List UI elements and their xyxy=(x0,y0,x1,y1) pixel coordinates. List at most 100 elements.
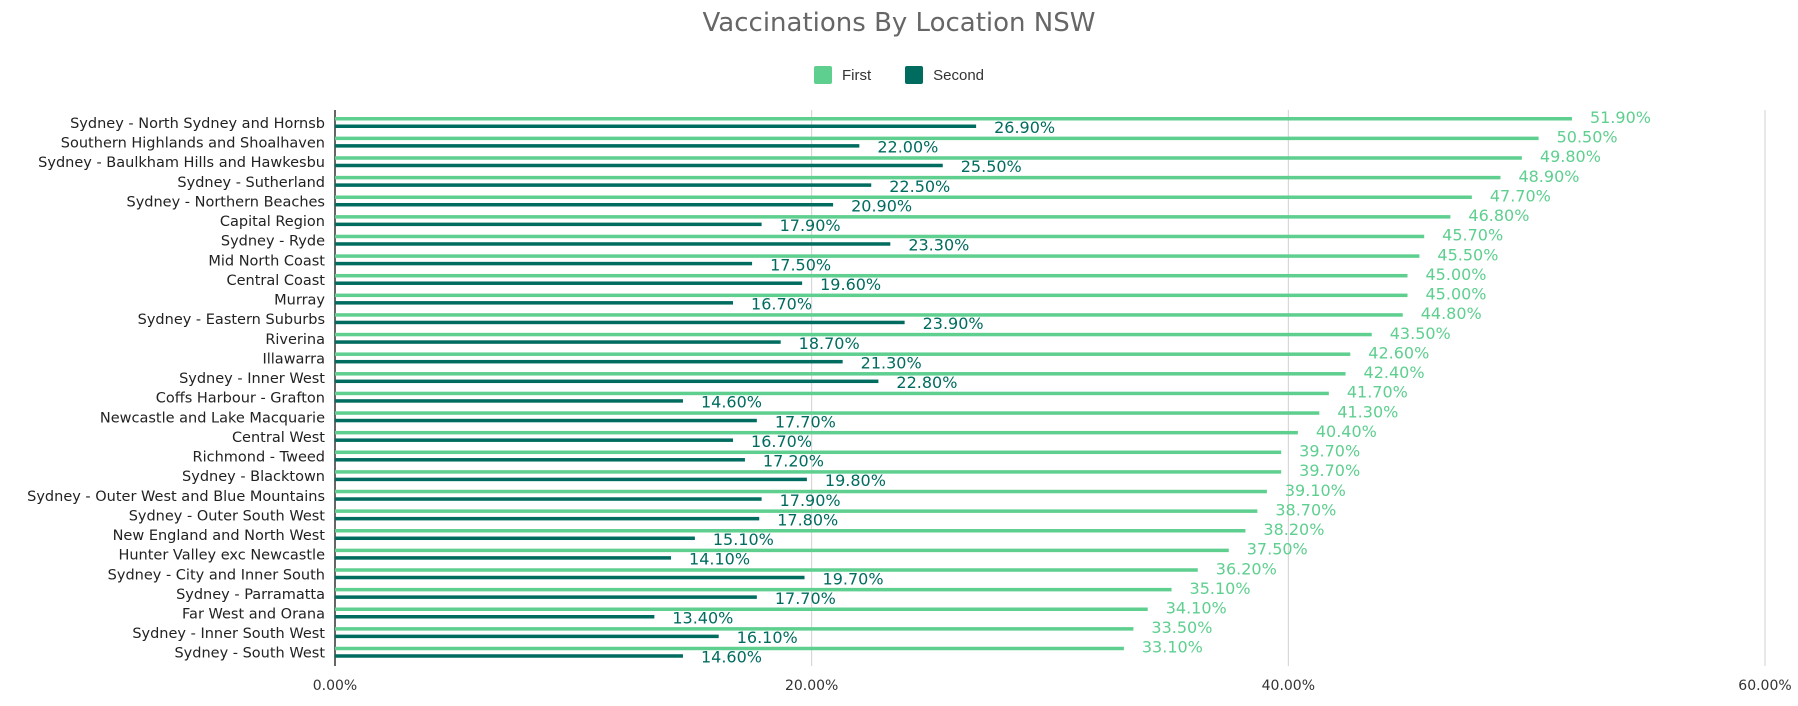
bar-second xyxy=(335,242,891,246)
legend-label-second: Second xyxy=(933,66,985,84)
category-label: Mid North Coast xyxy=(208,253,325,269)
bar-first xyxy=(335,568,1198,572)
bar-first xyxy=(335,391,1329,396)
data-label-second: 17.70% xyxy=(775,589,836,608)
data-label-second: 14.10% xyxy=(689,550,750,569)
data-label-first: 41.70% xyxy=(1347,383,1408,402)
category-label: Richmond - Tweed xyxy=(193,450,325,466)
data-label-second: 17.50% xyxy=(770,255,831,274)
legend: First Second xyxy=(0,66,1798,84)
bar-second xyxy=(335,477,807,482)
category-label: Sydney - South West xyxy=(174,646,325,662)
bar-first xyxy=(335,215,1451,219)
bar-first xyxy=(335,117,1572,121)
bar-first xyxy=(335,273,1408,278)
data-label-second: 22.00% xyxy=(877,138,938,157)
bar-first xyxy=(335,607,1148,611)
bar-first xyxy=(335,372,1346,376)
bar-first xyxy=(335,195,1472,199)
bar-first xyxy=(335,352,1351,356)
data-label-second: 19.70% xyxy=(823,569,884,588)
data-label-second: 23.90% xyxy=(923,314,984,333)
x-tick-label: 0.00% xyxy=(313,678,357,694)
category-label: Sydney - Baulkham Hills and Hawkesbu xyxy=(38,155,325,171)
category-label: Sydney - Outer South West xyxy=(129,508,326,524)
data-label-first: 36.20% xyxy=(1216,559,1277,578)
bar-second xyxy=(335,516,760,521)
data-label-second: 23.30% xyxy=(908,236,969,255)
bar-first xyxy=(335,156,1522,160)
data-label-second: 16.70% xyxy=(751,432,812,451)
x-tick-label: 60.00% xyxy=(1738,678,1791,694)
data-label-first: 51.90% xyxy=(1590,108,1651,127)
legend-swatch-first xyxy=(813,66,832,84)
bar-first xyxy=(335,470,1282,474)
category-label: Capital Region xyxy=(220,214,325,230)
data-label-first: 37.50% xyxy=(1247,540,1308,559)
data-label-first: 33.10% xyxy=(1142,638,1203,657)
bar-first xyxy=(335,313,1403,317)
legend-item-first[interactable]: First xyxy=(813,66,871,84)
bar-first xyxy=(335,548,1229,553)
data-label-first: 45.50% xyxy=(1437,245,1498,264)
chart-title: Vaccinations By Location NSW xyxy=(702,8,1096,38)
bar-second xyxy=(335,222,762,227)
data-label-first: 45.70% xyxy=(1442,226,1503,245)
bar-second xyxy=(335,575,805,580)
bar-first xyxy=(335,293,1408,298)
bar-first xyxy=(335,411,1320,415)
bar-first xyxy=(335,234,1425,239)
bar-first xyxy=(335,450,1282,455)
legend-item-second[interactable]: Second xyxy=(905,66,984,84)
data-label-first: 42.60% xyxy=(1368,343,1429,362)
data-label-second: 22.80% xyxy=(896,373,957,392)
category-label: Coffs Harbour - Grafton xyxy=(156,391,325,407)
category-label: Sydney - Parramatta xyxy=(176,587,325,603)
data-label-first: 43.50% xyxy=(1390,324,1451,343)
data-label-second: 22.50% xyxy=(889,177,950,196)
bar-second xyxy=(335,595,757,599)
bar-first xyxy=(335,509,1258,513)
bar-second xyxy=(335,418,757,423)
bar-second xyxy=(335,301,734,305)
data-label-first: 46.80% xyxy=(1468,206,1529,225)
data-label-second: 19.60% xyxy=(820,275,881,294)
bar-second xyxy=(335,281,803,285)
category-label: Sydney - Blacktown xyxy=(182,469,325,485)
bar-first xyxy=(335,646,1124,651)
data-label-second: 15.10% xyxy=(713,530,774,549)
bar-second xyxy=(335,124,977,128)
bar-first xyxy=(335,175,1501,180)
data-label-first: 40.40% xyxy=(1316,422,1377,441)
data-label-second: 17.20% xyxy=(763,452,824,471)
data-label-first: 47.70% xyxy=(1490,186,1551,205)
data-label-first: 38.70% xyxy=(1275,500,1336,519)
category-label: Sydney - Ryde xyxy=(221,234,325,250)
category-label: Central West xyxy=(232,430,325,446)
bar-second xyxy=(335,359,843,364)
bar-second xyxy=(335,458,745,462)
data-label-second: 21.30% xyxy=(861,353,922,372)
data-label-second: 25.50% xyxy=(961,157,1022,176)
data-label-first: 45.00% xyxy=(1426,265,1487,284)
bar-second xyxy=(335,379,879,384)
data-label-second: 16.70% xyxy=(751,295,812,314)
data-label-first: 41.30% xyxy=(1337,402,1398,421)
bar-second xyxy=(335,320,905,325)
data-label-second: 17.90% xyxy=(780,491,841,510)
data-label-first: 35.10% xyxy=(1190,579,1251,598)
category-label: Sydney - Inner South West xyxy=(132,626,325,642)
category-label: Sydney - Inner West xyxy=(179,371,325,387)
data-label-first: 39.70% xyxy=(1299,442,1360,461)
bar-first xyxy=(335,254,1420,258)
bar-first xyxy=(335,136,1539,141)
data-label-second: 16.10% xyxy=(737,628,798,647)
bar-second xyxy=(335,202,834,207)
bar-second xyxy=(335,497,762,501)
bar-second xyxy=(335,615,655,619)
bar-first xyxy=(335,489,1267,494)
category-label: Sydney - City and Inner South xyxy=(108,567,325,583)
bar-second xyxy=(335,261,753,266)
data-label-second: 17.70% xyxy=(775,412,836,431)
bar-first xyxy=(335,529,1246,533)
